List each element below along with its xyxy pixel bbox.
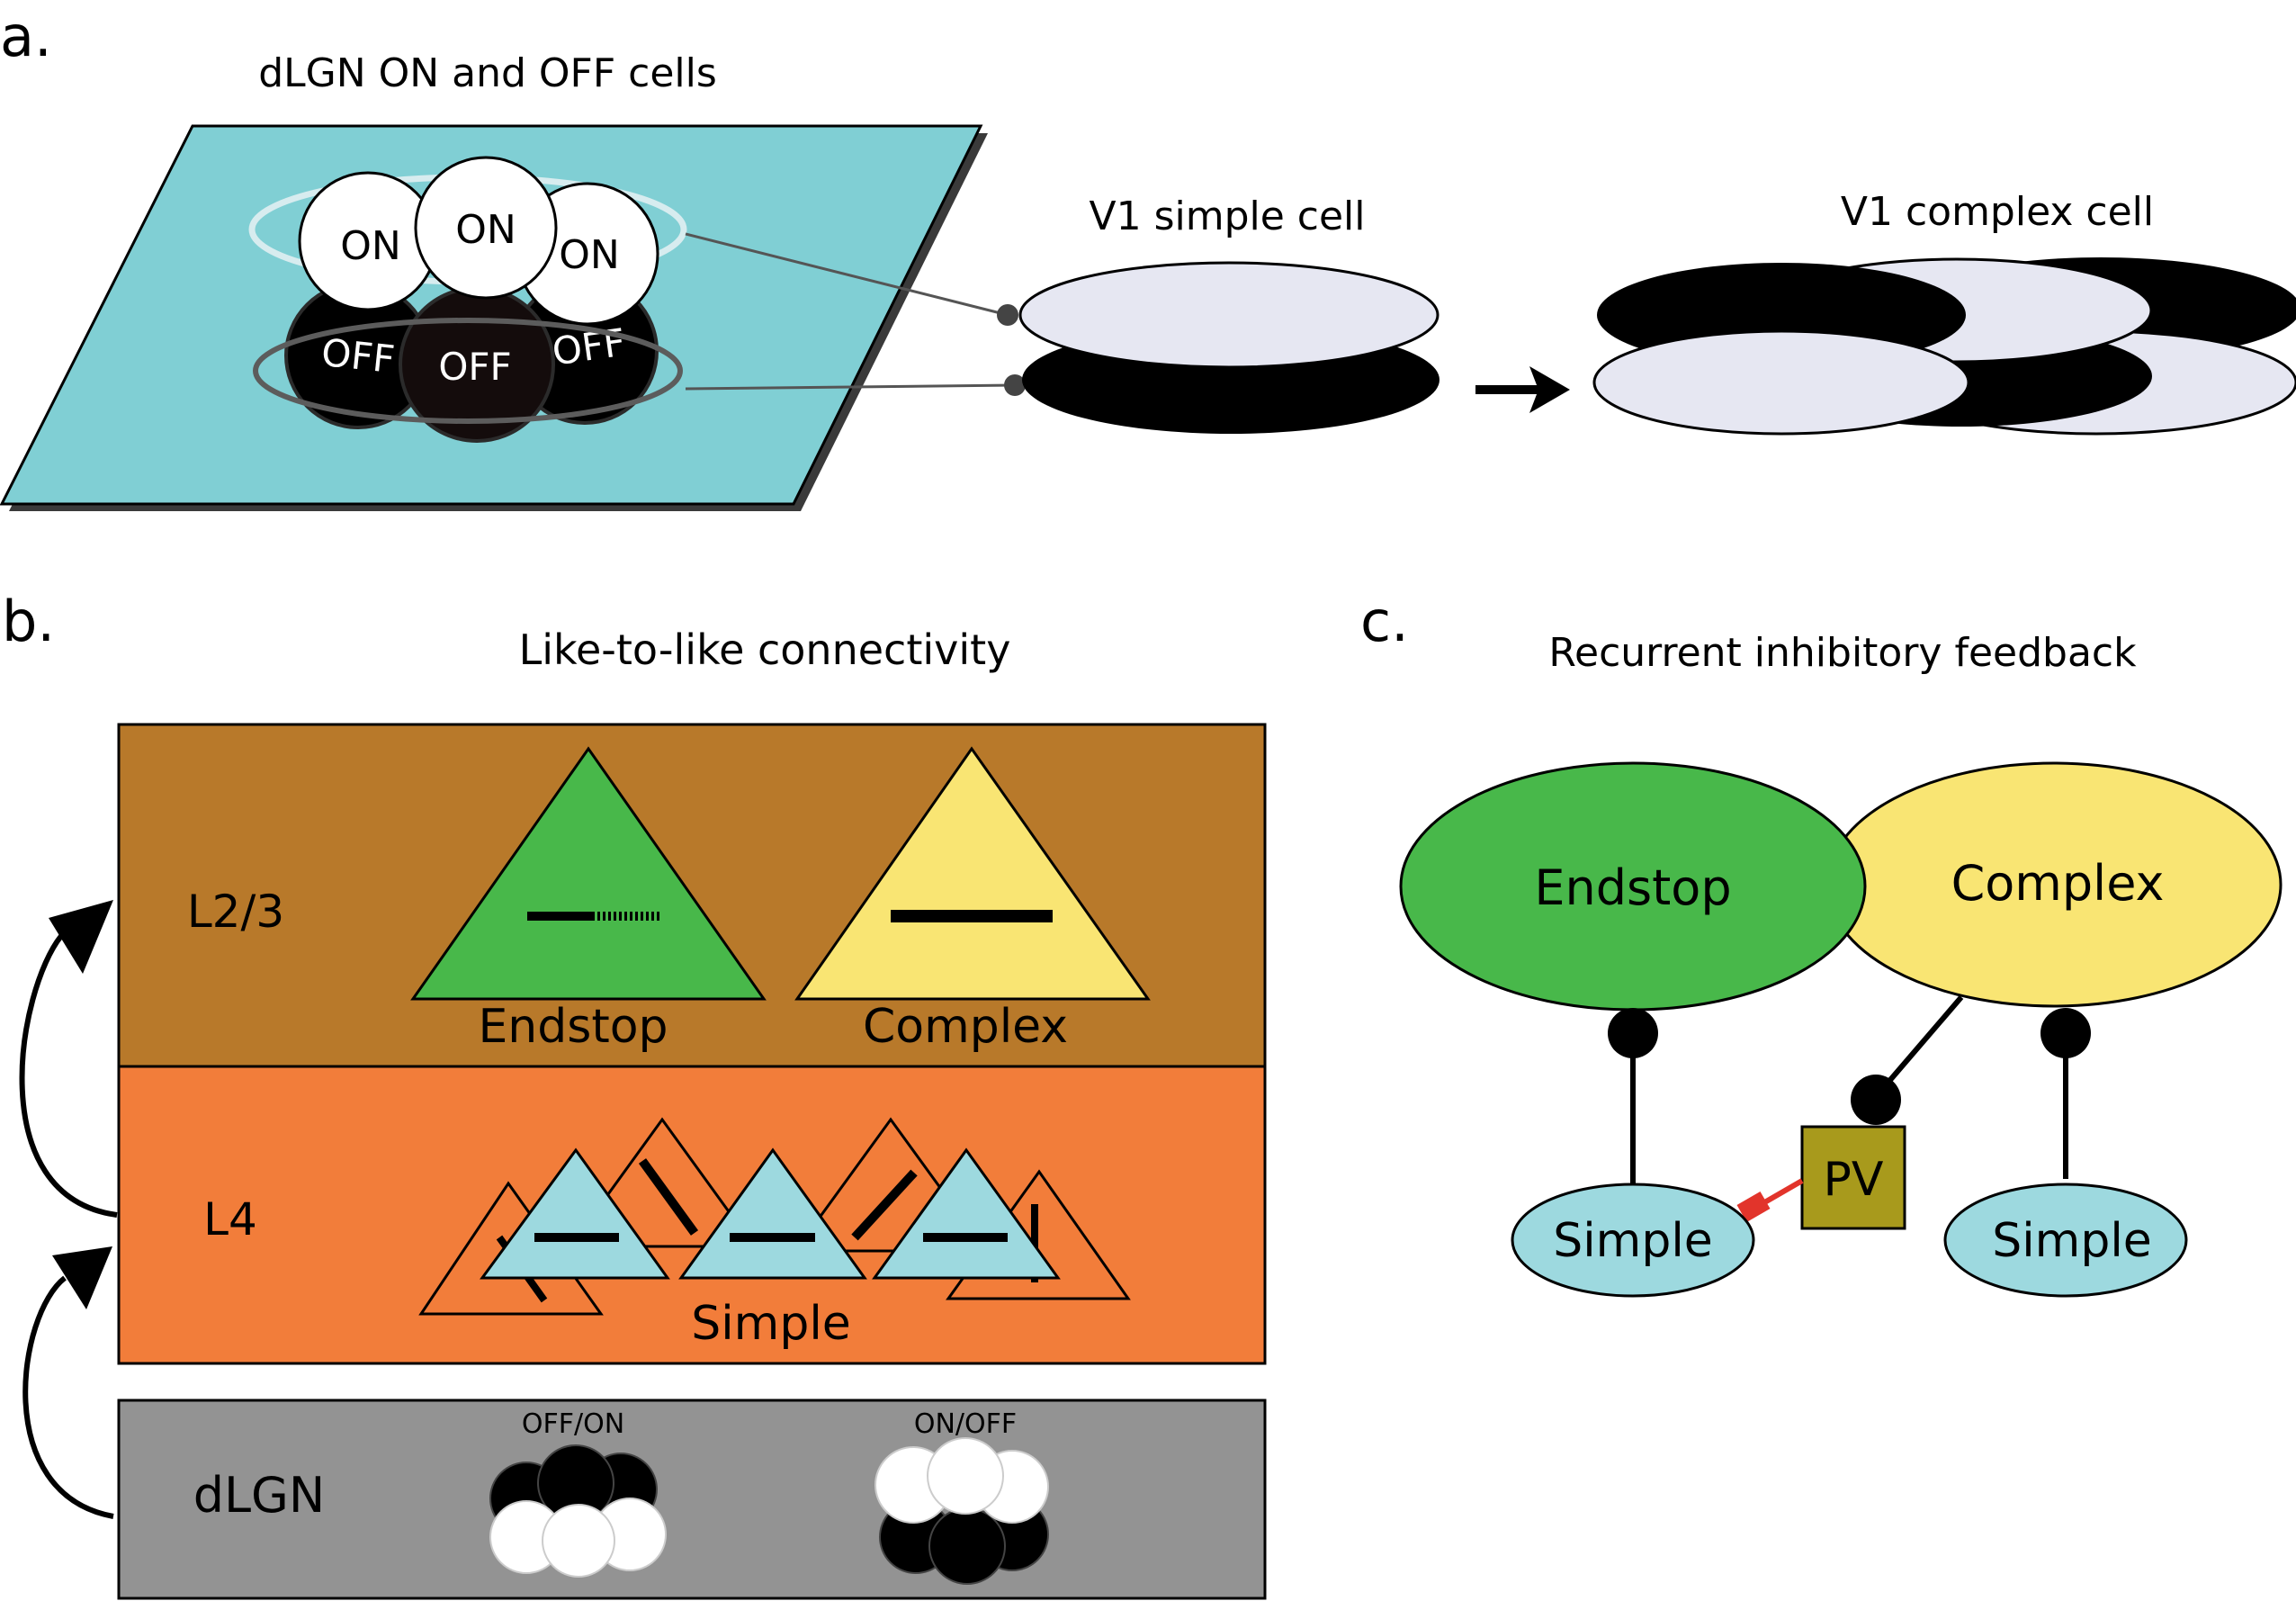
offon-label: OFF/ON	[522, 1408, 624, 1440]
simple-neuron	[872, 1147, 1061, 1280]
excitatory-synapse	[2040, 1008, 2091, 1058]
on-cell-label: ON	[340, 223, 401, 269]
v1-simple-label: V1 simple cell	[1089, 193, 1365, 239]
off-cell-label: OFF	[319, 330, 397, 382]
pv-inhibitory-line	[1760, 1178, 1804, 1207]
simple-orientation-bar	[638, 1158, 699, 1236]
on-projection-line	[685, 232, 1009, 317]
off-group-outline	[253, 318, 683, 424]
on-cell	[927, 1437, 1004, 1515]
excitatory-synapse	[1851, 1075, 1901, 1125]
off-projection-line	[685, 383, 1016, 391]
simple-cell-right-label: Simple	[1992, 1214, 2152, 1268]
complex-neuron	[794, 746, 1151, 1001]
pv-cell	[1800, 1125, 1906, 1230]
synapse-dot	[1004, 374, 1026, 396]
onoff-cell-group	[874, 1437, 1049, 1585]
simple-cell-left-label: Simple	[1553, 1214, 1713, 1268]
offon-cell-group	[489, 1444, 667, 1578]
panel-b-label: b.	[2, 589, 55, 654]
on-cell-label: ON	[455, 207, 516, 253]
dlgn-to-l4-arrowhead	[52, 1246, 112, 1309]
inhibitory-synapse	[1736, 1191, 1771, 1223]
layer-dlgn-box	[117, 1399, 1267, 1600]
on-cell	[542, 1504, 615, 1578]
panel-b-title: Like-to-like connectivity	[519, 625, 1011, 674]
l4-to-l23-arrow	[19, 934, 118, 1218]
simple-neuron-outline	[568, 1117, 757, 1248]
onoff-label: ON/OFF	[914, 1408, 1017, 1440]
simple-neuron	[480, 1147, 670, 1280]
panel-c-title: Recurrent inhibitory feedback	[1548, 630, 2137, 676]
panel-a-label: a.	[0, 4, 52, 69]
dlgn-to-l4-arrow	[22, 1275, 114, 1519]
complex-rf-on	[1592, 329, 1970, 436]
panel-c-label: c.	[1360, 589, 1409, 654]
off-cell-label: OFF	[438, 345, 511, 389]
simple-cell-right	[1943, 1183, 2188, 1298]
simple-neuron	[678, 1147, 867, 1280]
pv-cell-label: PV	[1824, 1153, 1884, 1207]
layer-l4-box	[117, 1065, 1267, 1365]
layer-dlgn-label: dLGN	[193, 1467, 326, 1524]
off-cell	[928, 1507, 1006, 1585]
simple-orientation-bar	[851, 1169, 918, 1241]
transform-arrow-head	[1529, 366, 1570, 413]
simple-rf-on	[1018, 261, 1439, 369]
simple-cell-left	[1511, 1183, 1755, 1298]
excitatory-synapse	[1608, 1008, 1658, 1058]
complex-label: Complex	[863, 1000, 1068, 1054]
off-cell-group: OFF OFF OFF	[284, 277, 659, 443]
layer-l4-label: L4	[203, 1193, 257, 1246]
synapse-dot	[997, 304, 1018, 326]
layer-l23-label: L2/3	[187, 886, 284, 938]
simple-neuron-outline	[793, 1117, 989, 1253]
complex-cell-label: Complex	[1951, 855, 2165, 912]
endstop-cell-label: Endstop	[1534, 859, 1731, 916]
endstop-label: Endstop	[478, 1000, 668, 1054]
on-cell-group: ON ON ON	[298, 156, 659, 326]
v1-complex-label: V1 complex cell	[1841, 189, 2154, 235]
simple-neurons-foreground	[480, 1147, 1061, 1280]
complex-rf-group	[1592, 257, 2296, 436]
on-cell-label: ON	[559, 232, 620, 278]
panel-a: a. dLGN ON and OFF cells OFF OFF OFF ON …	[0, 4, 2296, 511]
l4-to-l23-arrowhead	[49, 900, 113, 974]
panel-c: c. Recurrent inhibitory feedback Endstop…	[1360, 589, 2283, 1298]
endstop-neuron	[410, 746, 767, 1001]
complex-to-pv-line	[1882, 995, 1964, 1088]
simple-label: Simple	[691, 1297, 851, 1351]
on-cell	[414, 156, 558, 300]
panel-b: b. Like-to-like connectivity L2/3 L4 dLG…	[2, 589, 1267, 1600]
panel-a-title: dLGN ON and OFF cells	[258, 50, 717, 96]
